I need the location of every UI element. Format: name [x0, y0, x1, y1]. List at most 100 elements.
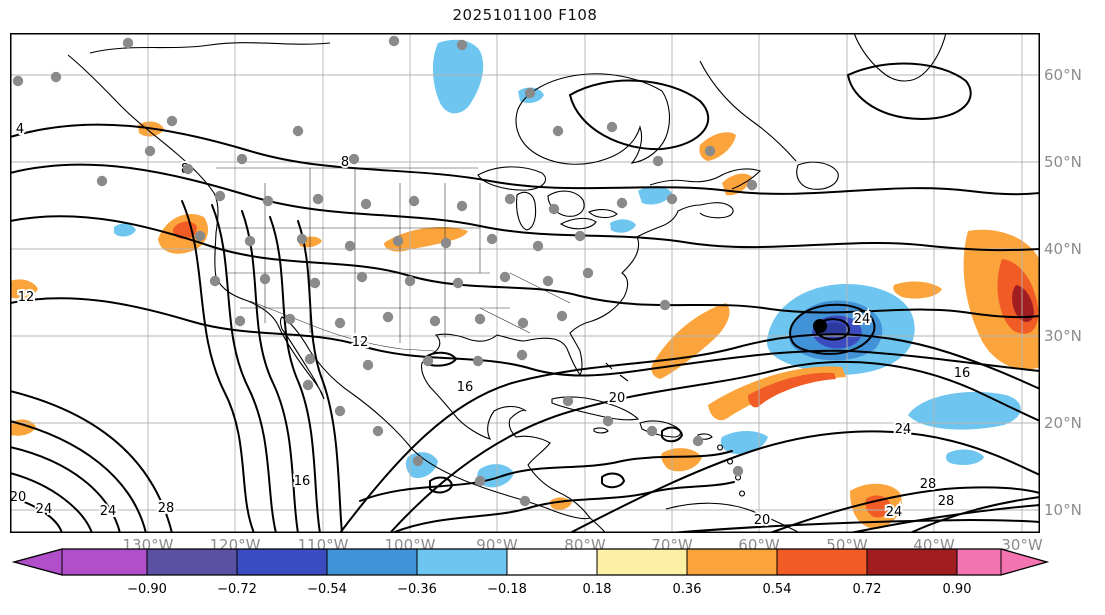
- contour-label: 12: [352, 335, 369, 350]
- station-dot: [659, 299, 671, 311]
- colorbar-tick-label: −0.18: [487, 582, 527, 597]
- shaded-region: [1012, 285, 1034, 322]
- contour-labels: 48812121616162020202424242424282828: [10, 120, 972, 530]
- station-dot: [122, 37, 134, 49]
- coastline: [559, 217, 597, 230]
- colorbar-tick-label: 0.90: [942, 582, 972, 597]
- colorbar-tick-label: 0.72: [852, 582, 882, 597]
- contour-line: [297, 220, 343, 533]
- station-dot: [562, 395, 574, 407]
- station-dot: [166, 115, 178, 127]
- contour-label: 28: [938, 494, 955, 509]
- contour-label: 24: [854, 312, 871, 327]
- station-dot: [474, 475, 486, 487]
- contour-line: [661, 426, 684, 443]
- colorbar-tick-label: −0.36: [397, 582, 437, 597]
- station-dot: [472, 355, 484, 367]
- station-dot: [262, 195, 274, 207]
- station-dot: [532, 240, 544, 252]
- colorbar-tick-label: 0.54: [762, 582, 792, 597]
- shaded-region: [720, 431, 768, 455]
- contour-label: 24: [100, 504, 117, 519]
- storm-marker: [813, 319, 827, 333]
- shaded-region: [10, 279, 38, 299]
- colorbar-segment: [866, 548, 958, 576]
- station-dot: [362, 359, 374, 371]
- station-dot: [304, 353, 316, 365]
- contour-label: 20: [754, 513, 771, 528]
- lat-tick-label: 40°N: [1044, 240, 1082, 258]
- map-border: [10, 33, 1040, 533]
- shaded-region: [908, 391, 1021, 430]
- contour-line: [568, 79, 710, 151]
- contour-label: 8: [341, 155, 349, 170]
- colorbar-outline: [11, 548, 1050, 576]
- contour-line: [849, 504, 1040, 533]
- colorbar: [11, 548, 1050, 576]
- station-dot: [234, 315, 246, 327]
- contour-line: [389, 360, 1040, 533]
- contour-line: [909, 496, 1040, 533]
- shaded-region: [722, 173, 752, 196]
- colorbar-segment: [956, 548, 1002, 576]
- station-dot: [524, 87, 536, 99]
- station-dot: [209, 275, 221, 287]
- station-dot: [12, 75, 24, 87]
- map-plot: 48812121616162020202424242424282828: [10, 33, 1040, 533]
- station-dot: [704, 145, 716, 157]
- lat-tick-label: 60°N: [1044, 66, 1082, 84]
- station-dot: [412, 455, 424, 467]
- contour-line: [10, 390, 173, 533]
- colorbar-tick-label: −0.90: [127, 582, 167, 597]
- colorbar-segment: [596, 548, 688, 576]
- coastline: [796, 161, 839, 190]
- border-line: [509, 272, 571, 304]
- shaded-region: [661, 448, 702, 472]
- station-dot: [556, 310, 568, 322]
- contour-line: [211, 204, 277, 533]
- station-dot: [574, 230, 586, 242]
- coastline: [593, 427, 609, 434]
- station-dot: [194, 230, 206, 242]
- shaded-region: [432, 39, 484, 114]
- station-dot: [692, 435, 704, 447]
- station-dot: [486, 233, 498, 245]
- station-dot: [732, 465, 744, 477]
- shaded-region: [610, 219, 636, 233]
- contour-line: [339, 333, 1040, 533]
- contour-line: [669, 518, 1040, 533]
- station-dot: [244, 235, 256, 247]
- contour-label: 28: [158, 501, 175, 516]
- station-dot: [50, 71, 62, 83]
- station-dot: [746, 179, 758, 191]
- station-dot: [652, 155, 664, 167]
- station-dot: [582, 267, 594, 279]
- colorbar-segment: [686, 548, 778, 576]
- station-dot: [236, 153, 248, 165]
- contour-label: 24: [895, 422, 912, 437]
- station-dot: [96, 175, 108, 187]
- contour-line: [769, 486, 1040, 533]
- station-dot: [542, 275, 554, 287]
- station-dot: [284, 313, 296, 325]
- station-dot: [348, 153, 360, 165]
- lat-tick-label: 10°N: [1044, 501, 1082, 519]
- contour-label: 4: [16, 122, 24, 137]
- station-dot: [606, 121, 618, 133]
- contour-line: [601, 472, 626, 489]
- contour-line: [181, 200, 255, 533]
- station-dot: [516, 349, 528, 361]
- station-dot: [392, 235, 404, 247]
- station-dot: [334, 405, 346, 417]
- station-dot: [474, 313, 486, 325]
- contour-label: 16: [294, 474, 311, 489]
- station-dot: [309, 277, 321, 289]
- station-dot: [408, 195, 420, 207]
- shaded-region: [945, 449, 984, 465]
- station-dot: [404, 275, 416, 287]
- shaded-region: [748, 372, 836, 408]
- station-dot: [382, 311, 394, 323]
- contour-line: [10, 496, 63, 533]
- borders: [216, 167, 571, 352]
- station-dot: [334, 317, 346, 329]
